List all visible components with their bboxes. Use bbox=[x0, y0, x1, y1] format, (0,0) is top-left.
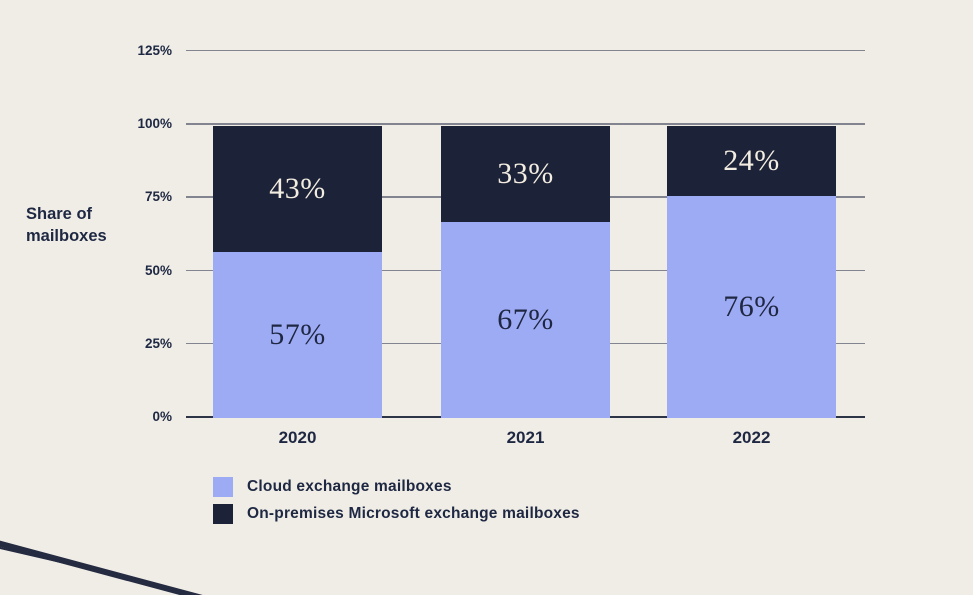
chart-legend: Cloud exchange mailboxes On-premises Micr… bbox=[213, 477, 580, 524]
decorative-stroke-detail bbox=[0, 546, 82, 568]
y-tick-label: 50% bbox=[144, 262, 172, 278]
legend-swatch bbox=[213, 477, 233, 497]
segment-on-premises bbox=[667, 126, 836, 196]
cloud-value-label: 67% bbox=[497, 303, 554, 336]
y-tick-label: 25% bbox=[144, 335, 172, 351]
x-tick-label: 2022 bbox=[732, 428, 771, 447]
on-premises-value-label: 24% bbox=[723, 144, 780, 177]
segment-cloud bbox=[213, 252, 382, 418]
on-premises-value-label: 43% bbox=[269, 172, 326, 205]
legend-label: Cloud exchange mailboxes bbox=[247, 478, 452, 495]
y-axis-title: Share of mailboxes bbox=[26, 205, 107, 245]
bar-2020: 43% 57% bbox=[213, 126, 382, 418]
legend-swatch bbox=[213, 504, 233, 524]
legend-item: On-premises Microsoft exchange mailboxes bbox=[213, 504, 580, 524]
x-tick-label: 2021 bbox=[506, 428, 545, 447]
on-premises-value-label: 33% bbox=[497, 157, 554, 190]
segment-cloud bbox=[667, 196, 836, 418]
y-tick-label: 75% bbox=[144, 189, 172, 205]
segment-on-premises bbox=[213, 126, 382, 252]
x-tick-label: 2020 bbox=[278, 428, 317, 447]
bar-2021: 33% 67% bbox=[441, 126, 610, 418]
legend-item: Cloud exchange mailboxes bbox=[213, 477, 580, 497]
y-tick-label: 0% bbox=[152, 409, 172, 424]
cloud-value-label: 76% bbox=[723, 290, 780, 323]
cloud-value-label: 57% bbox=[269, 318, 326, 351]
segment-cloud bbox=[441, 222, 610, 418]
bar-2022: 24% 76% bbox=[667, 126, 836, 418]
y-tick-label: 100% bbox=[137, 116, 172, 131]
decorative-stroke bbox=[0, 538, 207, 595]
gridline bbox=[186, 49, 865, 52]
gridline bbox=[186, 123, 865, 125]
y-tick-label: 125% bbox=[137, 42, 172, 58]
legend-label: On-premises Microsoft exchange mailboxes bbox=[247, 505, 580, 522]
segment-on-premises bbox=[441, 126, 610, 222]
